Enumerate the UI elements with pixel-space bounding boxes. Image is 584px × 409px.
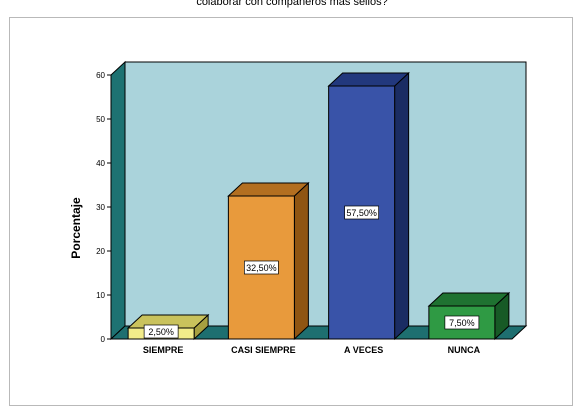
y-tick-label: 40 [96,159,105,168]
data-label: 32,50% [246,263,277,273]
x-axis: SIEMPRE CASI SIEMPRE A VECES NUNCA [111,339,512,355]
x-tick-label: SIEMPRE [143,345,184,355]
bar-side [395,73,409,339]
y-tick-label: 50 [96,115,105,124]
bar-side [294,183,308,339]
back-wall [125,62,526,326]
y-tick-label: 10 [96,291,105,300]
y-axis: 0 10 20 30 40 50 60 [96,71,111,344]
bar-nunca: 7,50% [429,293,509,339]
x-tick-label: NUNCA [448,345,481,355]
data-label: 7,50% [449,318,475,328]
x-tick-label: CASI SIEMPRE [231,345,296,355]
y-tick-label: 0 [101,335,106,344]
bar-casi-siempre: 32,50% [228,183,308,339]
side-wall [111,62,125,339]
data-label: 57,50% [346,208,377,218]
y-tick-label: 60 [96,71,105,80]
bar-top [329,73,409,86]
x-tick-label: A VECES [344,345,383,355]
bar-top [228,183,308,196]
bar-top [429,293,509,306]
data-label: 2,50% [148,327,174,337]
bar-siempre: 2,50% [128,315,208,339]
y-axis-label: Porcentaje [69,197,83,259]
y-tick-label: 20 [96,247,105,256]
y-tick-label: 30 [96,203,105,212]
bar-a-veces: 57,50% [329,73,409,339]
